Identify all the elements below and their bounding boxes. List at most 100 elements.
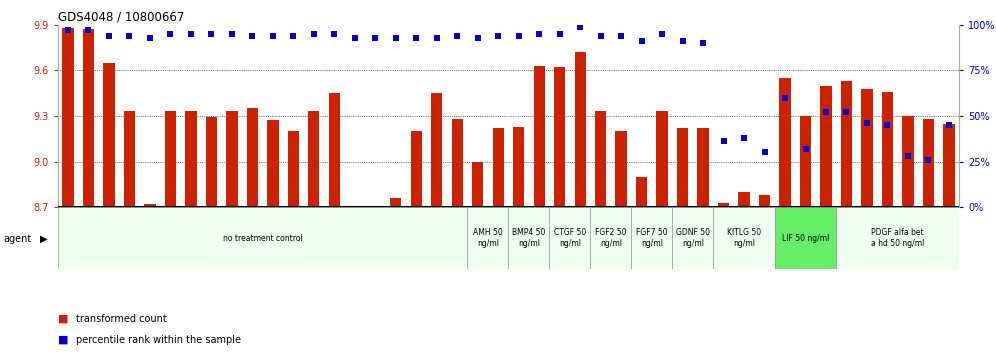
Point [224, 31, 240, 37]
Text: percentile rank within the sample: percentile rank within the sample [76, 335, 241, 345]
Bar [104, 63, 115, 207]
Point [757, 150, 773, 155]
Point [531, 31, 547, 37]
Bar [493, 128, 504, 207]
Point [859, 120, 874, 126]
Point [408, 35, 424, 40]
Bar [780, 78, 791, 207]
Bar [595, 112, 607, 207]
Bar [288, 131, 299, 207]
Bar [881, 92, 893, 207]
Bar [616, 131, 626, 207]
Bar [631, 207, 672, 269]
Bar [390, 198, 401, 207]
Bar [550, 207, 591, 269]
Bar [58, 207, 467, 269]
Bar [902, 116, 913, 207]
Bar [472, 161, 483, 207]
Point [941, 122, 957, 128]
Bar [800, 116, 811, 207]
Point [60, 27, 76, 33]
Bar [467, 207, 509, 269]
Point [265, 33, 281, 39]
Text: PDGF alfa bet
a hd 50 ng/ml: PDGF alfa bet a hd 50 ng/ml [872, 228, 924, 248]
Text: LIF 50 ng/ml: LIF 50 ng/ml [782, 234, 830, 242]
Point [572, 24, 588, 29]
Point [900, 153, 916, 159]
Point [286, 33, 302, 39]
Bar [821, 86, 832, 207]
Text: FGF7 50
ng/ml: FGF7 50 ng/ml [636, 228, 667, 248]
Point [777, 95, 793, 101]
Point [122, 33, 137, 39]
Bar [672, 207, 713, 269]
Bar [775, 207, 837, 269]
Point [142, 35, 158, 40]
Bar [410, 131, 422, 207]
Point [470, 35, 486, 40]
Point [306, 31, 322, 37]
Bar [841, 81, 853, 207]
Point [633, 38, 649, 44]
Point [715, 139, 731, 144]
Bar [862, 88, 872, 207]
Point [593, 33, 609, 39]
Point [654, 31, 670, 37]
Point [327, 31, 343, 37]
Point [614, 33, 629, 39]
Point [839, 109, 855, 115]
Point [162, 31, 178, 37]
Bar [534, 66, 545, 207]
Text: FGF2 50
ng/ml: FGF2 50 ng/ml [596, 228, 626, 248]
Bar [513, 127, 524, 207]
Bar [164, 112, 176, 207]
Bar [697, 128, 709, 207]
Point [429, 35, 445, 40]
Bar [837, 207, 959, 269]
Text: no treatment control: no treatment control [223, 234, 303, 242]
Text: BMP4 50
ng/ml: BMP4 50 ng/ml [512, 228, 546, 248]
Text: ▶: ▶ [40, 234, 48, 244]
Point [183, 31, 199, 37]
Bar [144, 204, 155, 207]
Bar [713, 207, 775, 269]
Point [101, 33, 117, 39]
Bar [308, 112, 320, 207]
Point [736, 135, 752, 141]
Bar [329, 93, 340, 207]
Text: agent: agent [3, 234, 31, 244]
Bar [267, 120, 279, 207]
Bar [677, 128, 688, 207]
Point [552, 31, 568, 37]
Bar [922, 119, 934, 207]
Bar [575, 52, 586, 207]
Point [387, 35, 403, 40]
Bar [591, 207, 631, 269]
Point [347, 35, 363, 40]
Point [818, 109, 834, 115]
Point [368, 35, 383, 40]
Point [879, 122, 895, 128]
Bar [83, 29, 95, 207]
Point [674, 38, 690, 44]
Bar [718, 202, 729, 207]
Point [449, 33, 465, 39]
Bar [759, 195, 770, 207]
Bar [554, 67, 566, 207]
Point [798, 146, 814, 152]
Bar [63, 28, 74, 207]
Text: GDNF 50
ng/ml: GDNF 50 ng/ml [676, 228, 710, 248]
Bar [247, 108, 258, 207]
Bar [656, 112, 667, 207]
Bar [124, 112, 135, 207]
Text: transformed count: transformed count [76, 314, 166, 324]
Bar [370, 206, 380, 207]
Bar [451, 119, 463, 207]
Point [511, 33, 527, 39]
Bar [185, 112, 196, 207]
Point [203, 31, 219, 37]
Bar [943, 124, 954, 207]
Text: GDS4048 / 10800667: GDS4048 / 10800667 [58, 11, 184, 24]
Point [695, 40, 711, 46]
Point [490, 33, 506, 39]
